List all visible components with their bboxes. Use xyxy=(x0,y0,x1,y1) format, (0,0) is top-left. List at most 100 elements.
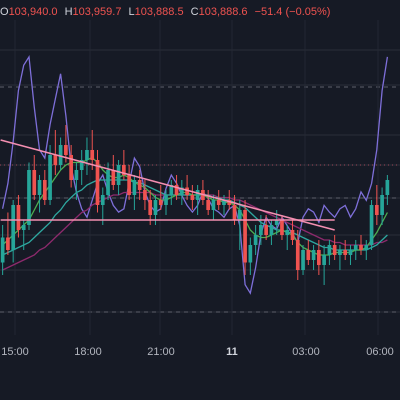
candle xyxy=(11,200,16,263)
candle-body xyxy=(58,145,63,165)
candle xyxy=(227,190,232,210)
candle-body xyxy=(206,200,211,210)
candle xyxy=(380,187,384,225)
candle-body xyxy=(343,250,348,255)
candle-body xyxy=(95,160,100,205)
candle-body xyxy=(359,245,363,250)
candle-body xyxy=(380,195,384,215)
candle xyxy=(169,180,174,205)
candle xyxy=(164,190,168,215)
candle-body xyxy=(153,200,158,215)
candle-body xyxy=(11,205,16,250)
candle xyxy=(21,220,26,250)
candle-body xyxy=(179,187,184,195)
candle-body xyxy=(332,245,337,255)
candle-body xyxy=(353,245,358,250)
candle xyxy=(311,245,316,270)
candle-body xyxy=(21,225,26,230)
candle-body xyxy=(148,200,153,215)
candle xyxy=(216,190,221,210)
candle-body xyxy=(164,195,168,205)
candle xyxy=(243,200,247,275)
candle xyxy=(27,162,31,230)
candle xyxy=(143,180,147,210)
candle xyxy=(53,130,58,175)
candle xyxy=(32,155,37,200)
candle xyxy=(74,162,79,200)
candle-body xyxy=(243,210,247,263)
high-value: 103,959.7 xyxy=(72,6,122,18)
low-key: L xyxy=(128,6,135,18)
candle-body xyxy=(85,150,89,160)
candle-body xyxy=(169,185,174,195)
candle xyxy=(137,170,142,200)
candle-body xyxy=(274,220,279,225)
candle-body xyxy=(195,190,200,200)
candle xyxy=(95,150,100,213)
change-value: −51.4 (−0.05%) xyxy=(254,6,331,18)
candle xyxy=(353,240,358,260)
candle xyxy=(269,220,274,245)
candle-body xyxy=(69,155,73,180)
candle xyxy=(290,220,295,245)
candle xyxy=(100,187,105,225)
candle-body xyxy=(79,160,84,170)
candle-body xyxy=(227,200,232,205)
candle xyxy=(132,175,137,210)
candle-body xyxy=(48,155,52,200)
candle-body xyxy=(269,225,274,235)
low-value: 103,888.5 xyxy=(134,6,184,18)
candle-body xyxy=(116,165,121,185)
candle xyxy=(179,180,184,205)
candle-body xyxy=(143,190,147,200)
candle-body xyxy=(364,245,369,250)
candle xyxy=(264,215,268,240)
x-tick-label: 03:00 xyxy=(292,346,320,358)
candle xyxy=(148,190,153,225)
x-tick-label: 15:00 xyxy=(1,346,29,358)
candle xyxy=(42,170,47,205)
candle-body xyxy=(32,170,37,195)
grid-layer xyxy=(0,20,400,335)
candle xyxy=(317,240,321,275)
candle xyxy=(338,245,342,270)
candle xyxy=(85,137,89,175)
candle-body xyxy=(127,175,131,195)
candle-body xyxy=(259,225,263,235)
descending-trendline xyxy=(0,139,335,231)
candle-body xyxy=(185,187,189,195)
candle-body xyxy=(311,250,316,260)
candle xyxy=(248,237,253,275)
close-value: 103,888.6 xyxy=(198,6,248,18)
candle xyxy=(332,235,337,260)
candle xyxy=(79,150,84,185)
candle xyxy=(185,175,189,200)
x-tick-label: 06:00 xyxy=(366,346,394,358)
candle-body xyxy=(16,205,21,230)
open-value: 103,940.0 xyxy=(8,6,58,18)
candle-body xyxy=(137,180,142,190)
candle-body xyxy=(222,200,226,205)
candle-body xyxy=(122,165,126,175)
x-tick-label: 21:00 xyxy=(147,346,175,358)
candle xyxy=(280,215,284,240)
candle xyxy=(364,240,369,260)
candle xyxy=(69,145,73,188)
candle-body xyxy=(253,235,258,245)
candle-body xyxy=(280,220,284,235)
candle xyxy=(348,245,353,265)
candle-body xyxy=(174,185,179,195)
x-tick-label: 18:00 xyxy=(74,346,102,358)
candle xyxy=(285,225,290,250)
oscillator-layer xyxy=(1,54,389,295)
candle xyxy=(206,190,211,215)
candle-body xyxy=(190,195,195,200)
candle-body xyxy=(322,255,326,265)
candle xyxy=(190,185,195,210)
candle-body xyxy=(27,170,31,225)
candle-body xyxy=(106,170,110,195)
candle xyxy=(374,185,379,225)
candle xyxy=(237,200,242,250)
